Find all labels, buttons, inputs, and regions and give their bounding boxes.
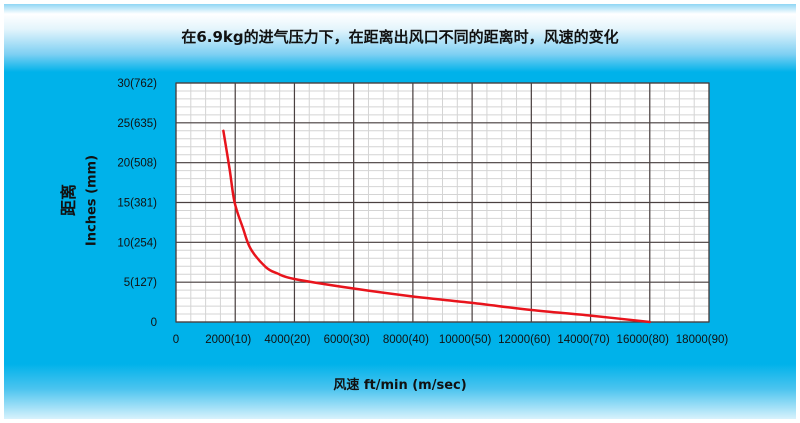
- y-tick-label: 30(762): [117, 78, 157, 90]
- y-tick-label: 0: [151, 317, 157, 329]
- x-axis-label: 风速 ft/min (m/sec): [333, 378, 467, 393]
- x-tick-label: 14000(70): [557, 334, 610, 346]
- y-tick-label: 20(508): [117, 158, 157, 170]
- x-tick-label: 2000(10): [205, 334, 251, 346]
- y-tick-label: 10(254): [117, 237, 157, 249]
- chart-title: 在6.9kg的进气压力下，在距离出风口不同的距离时，风速的变化: [181, 28, 619, 46]
- x-tick-label: 12000(60): [498, 334, 551, 346]
- x-tick-label: 8000(40): [383, 334, 429, 346]
- plot-border: [175, 82, 710, 323]
- x-tick-label: 0: [173, 334, 179, 346]
- x-tick-label: 6000(30): [324, 334, 370, 346]
- series-line: [222, 129, 652, 324]
- y-tick-label: 5(127): [124, 277, 157, 289]
- y-tick-label: 25(635): [117, 118, 157, 130]
- x-tick-label: 18000(90): [676, 334, 729, 346]
- x-tick-label: 16000(80): [617, 334, 670, 346]
- x-tick-label: 4000(20): [264, 334, 310, 346]
- y-tick-label: 15(381): [117, 198, 157, 210]
- x-tick-label: 10000(50): [439, 334, 492, 346]
